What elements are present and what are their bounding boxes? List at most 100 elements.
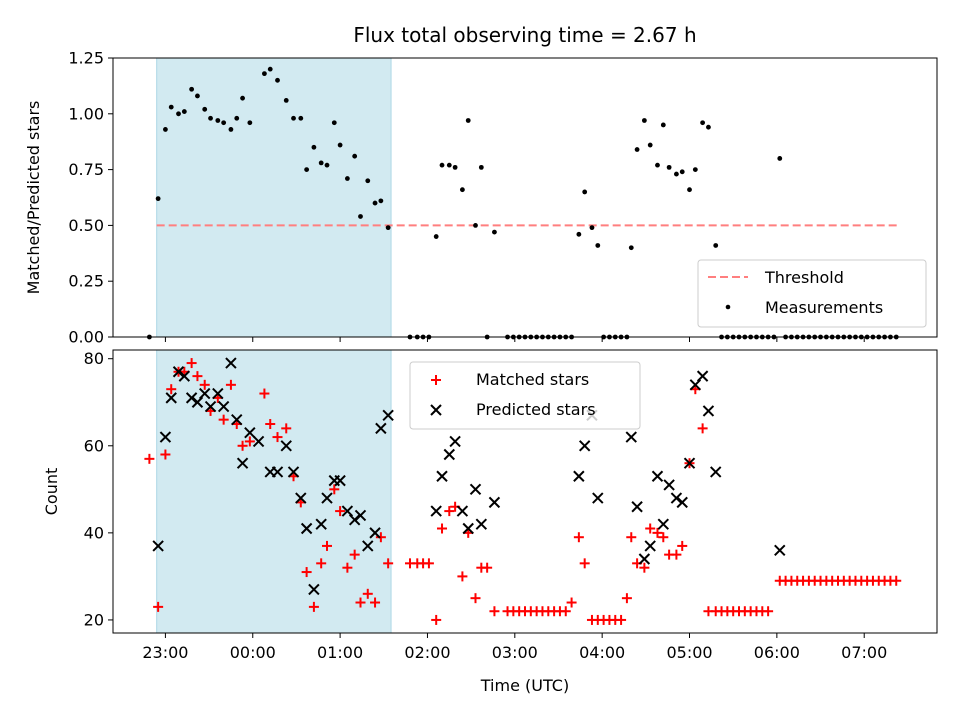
top-y-tick-label: 0.00 (68, 328, 104, 347)
matched-stars-point (639, 562, 650, 573)
measurement-point (234, 115, 240, 121)
predicted-stars-point (436, 470, 448, 482)
bottom-x-tick-label: 00:00 (230, 643, 276, 662)
predicted-stars-point (382, 409, 394, 422)
predicted-stars-point (592, 492, 604, 504)
matched-stars-point (225, 379, 236, 390)
predicted-stars-point (456, 505, 469, 517)
predicted-stars-point (696, 370, 709, 382)
matched-stars-point (160, 449, 171, 460)
chart-title: Flux total observing time = 2.67 h (353, 23, 696, 47)
matched-stars-point (489, 606, 500, 617)
matched-stars-point (153, 601, 164, 612)
measurement-point (267, 66, 273, 72)
x-axis-label: Time (UTC) (480, 676, 569, 695)
predicted-stars-point (369, 527, 381, 539)
bottom-panel: 20 40 60 80 23:00 00:00 01:00 02:00 03:00 04:00 0… (42, 349, 938, 695)
predicted-stars-point (231, 413, 243, 426)
predicted-stars-point (280, 440, 292, 452)
measurement-point (595, 243, 601, 248)
predicted-stars-point (252, 435, 265, 448)
bottom-x-tick-label: 02:00 (404, 643, 450, 662)
predicted-stars-point (348, 514, 361, 526)
matched-stars-point (375, 532, 386, 543)
matched-stars-point (658, 532, 669, 543)
predicted-stars-point (651, 470, 664, 482)
observing-time-span-bottom (156, 349, 392, 634)
matched-stars-point (281, 423, 292, 434)
predicted-stars-point (217, 400, 230, 413)
measurement-point (155, 196, 161, 202)
top-y-tick-label: 0.25 (68, 272, 104, 291)
measurement-point (324, 162, 330, 168)
measurement-point (176, 111, 181, 117)
bottom-axes-frame (112, 349, 938, 634)
matched-stars-point (423, 558, 434, 569)
predicted-stars-point (462, 522, 474, 535)
measurement-point (283, 98, 289, 103)
bottom-legend: Matched stars Predicted stars (409, 361, 641, 430)
predicted-stars-point (199, 387, 211, 400)
top-y-tick-label: 1.00 (68, 104, 104, 123)
measurement-point (641, 118, 647, 123)
measurement-point (452, 164, 458, 170)
matched-stars-point (891, 575, 902, 586)
measurement-point (352, 153, 358, 159)
measurement-point (195, 93, 200, 99)
measurement-point (660, 122, 666, 128)
matched-stars-point (259, 388, 270, 399)
matched-stars-point (579, 558, 590, 569)
matched-stars-point (218, 414, 229, 425)
matched-stars-point (308, 601, 319, 612)
matched-stars-legend-swatch (431, 375, 441, 385)
measurement-point (679, 169, 685, 175)
observing-time-span (156, 57, 392, 338)
measurement-point (655, 162, 660, 168)
predicted-stars-legend-swatch (430, 404, 442, 416)
predicted-stars-point (204, 400, 217, 413)
predicted-stars-point (663, 479, 675, 491)
measurement-point (365, 178, 371, 184)
measurement-point (275, 77, 280, 83)
bottom-y-tick-label: 60 (84, 436, 104, 455)
matched-stars-point (677, 540, 688, 551)
matched-stars-point (316, 558, 327, 569)
matched-stars-point (301, 567, 312, 578)
bottom-x-tick-label: 03:00 (492, 643, 538, 662)
matched-stars-point (186, 358, 197, 369)
measurement-point (647, 142, 653, 148)
predicted-stars-point (159, 431, 172, 443)
predicted-stars-point (657, 518, 670, 530)
bottom-x-tick-label: 06:00 (754, 643, 800, 662)
matched-stars-point (383, 558, 394, 569)
predicted-stars-point (488, 496, 501, 509)
matched-stars-point (697, 423, 708, 434)
measurement-point (473, 223, 478, 228)
measurement-point (291, 115, 296, 121)
matched-stars-point (272, 432, 283, 443)
matched-stars-point (645, 523, 656, 534)
measurement-point (692, 167, 698, 173)
measurement-point (221, 120, 227, 126)
measurement-point (208, 115, 213, 121)
top-legend: Threshold Measurements (697, 259, 927, 328)
bottom-y-tick-label: 20 (84, 610, 104, 629)
top-panel: 0.00 0.25 0.50 0.75 1.00 1.25 Matched/Predict… (24, 49, 938, 347)
measurement-point (589, 225, 595, 231)
predicted-stars-point (236, 457, 249, 469)
bottom-x-tick-label: 05:00 (666, 643, 712, 662)
measurement-point (459, 187, 465, 193)
matched-stars-point (335, 506, 346, 517)
measurement-point (385, 225, 391, 231)
top-y-tick-label: 1.25 (68, 49, 104, 68)
predicted-stars-point (362, 540, 374, 552)
predicted-stars-point (152, 540, 164, 552)
top-axes-frame (112, 57, 938, 338)
top-y-tick-label: 0.50 (68, 216, 104, 235)
matched-stars-point (355, 597, 366, 608)
predicted-stars-point (573, 470, 585, 482)
matched-stars-point (237, 440, 248, 451)
matched-stars-point (265, 419, 276, 430)
measurement-point (202, 106, 208, 112)
predicted-stars-point (774, 544, 786, 556)
